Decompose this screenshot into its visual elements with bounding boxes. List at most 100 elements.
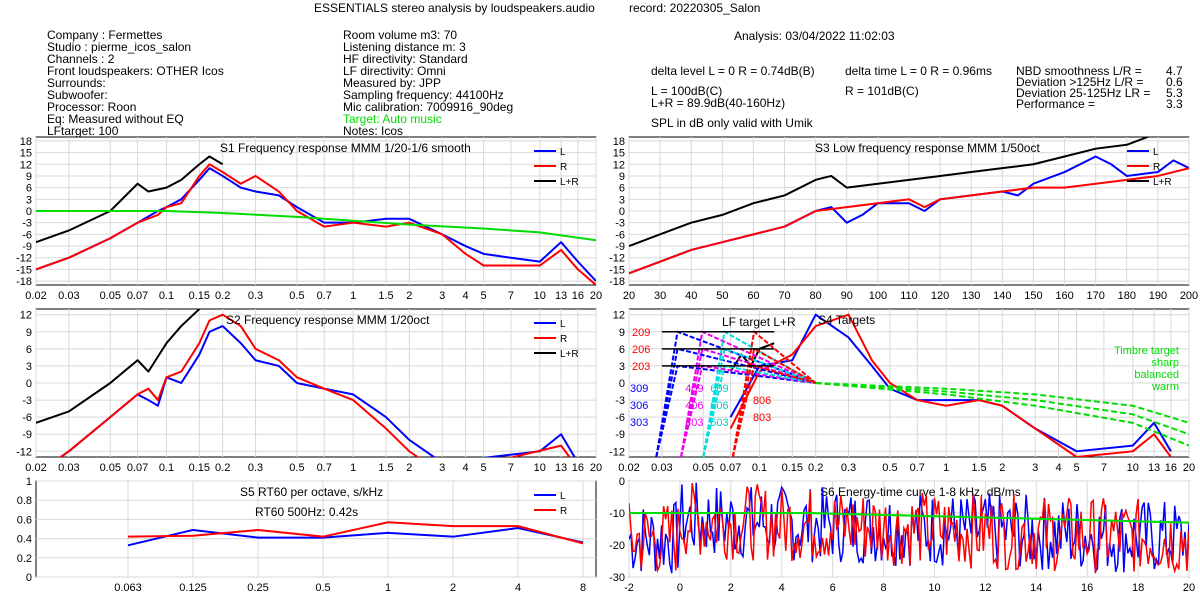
s1-y-tick-label: 18 — [20, 136, 32, 148]
s6-x-tick-label: 14 — [1030, 582, 1042, 594]
s4-label-red-right: 803 — [753, 412, 771, 424]
s1-y-tick-label: -15 — [16, 264, 32, 276]
s2-series-group — [36, 309, 576, 457]
s1-x-tick-label: 13 — [555, 290, 567, 302]
s6-x-tick-label: 12 — [979, 582, 991, 594]
s4-lf-target-line — [655, 347, 816, 458]
s4-y-tick-label: 6 — [619, 344, 625, 356]
metric-value-nbd: 4.7 — [1166, 64, 1183, 78]
s2-x-tick-label: 0.05 — [100, 462, 121, 474]
s1-series-target — [36, 210, 596, 242]
s6-x-tick-label: 4 — [779, 582, 785, 594]
s1-x-tick-label: 1.5 — [378, 290, 393, 302]
s3-x-tick-label: 60 — [747, 290, 759, 302]
metric-value-performance: 3.3 — [1166, 97, 1183, 111]
s1-y-tick-label: -3 — [22, 218, 32, 230]
s4-y-tick-label: 12 — [613, 310, 625, 322]
s4-label-magenta: 406 — [685, 400, 703, 412]
info-measured-by: Measured by: JPP — [343, 76, 442, 90]
s4-lf-target-line — [680, 347, 816, 458]
s1-x-tick-label: 10 — [534, 290, 546, 302]
s3-y-tick-label: 3 — [619, 194, 625, 206]
s3-y-tick-label: -15 — [609, 264, 625, 276]
delta-level: delta level L = 0 R = 0.74dB(B) — [651, 64, 815, 78]
s4-label-red-left: 203 — [632, 361, 650, 373]
s5-title: S5 RT60 per octave, s/kHz — [240, 485, 383, 499]
s5-y-tick-label: 0.4 — [17, 534, 32, 546]
s2-x-tick-label: 0.07 — [127, 462, 148, 474]
level-r: R = 101dB(C) — [845, 84, 919, 98]
s1-x-tick-label: 5 — [481, 290, 487, 302]
s3-x-tick-label: 180 — [1118, 290, 1136, 302]
s4-label-blue: 309 — [630, 383, 648, 395]
s5-y-tick-label: 1 — [26, 476, 32, 488]
s2-x-tick-label: 5 — [481, 462, 487, 474]
info-target: Target: Auto music — [343, 112, 442, 126]
s2-title: S2 Frequency response MMM 1/20oct — [226, 313, 430, 327]
s1-legend-label: R — [560, 162, 567, 173]
s1-x-tick-label: 3 — [439, 290, 445, 302]
s5-x-tick-label: 1 — [385, 582, 391, 594]
info-front: Front loudspeakers: OTHER Icos — [47, 64, 224, 78]
s4-x-tick-label: 20 — [1183, 462, 1195, 474]
s4-x-tick-label: 0.15 — [782, 462, 803, 474]
s3-legend-label: L+R — [1153, 177, 1172, 188]
s2-y-tick-label: 9 — [26, 327, 32, 339]
info-sampling: Sampling frequency: 44100Hz — [343, 88, 504, 102]
s3-y-tick-label: 6 — [619, 183, 625, 195]
s4-x-tick-label: 2 — [999, 462, 1005, 474]
s3-y-tick-label: 18 — [613, 136, 625, 148]
s2-x-tick-label: 1.5 — [378, 462, 393, 474]
spl-note: SPL in dB only valid with Umik — [651, 116, 813, 130]
s2-x-tick-label: 0.02 — [25, 462, 46, 474]
s3-x-tick-label: 90 — [841, 290, 853, 302]
s3-y-tick-label: -18 — [609, 276, 625, 288]
s1-y-tick-label: -6 — [22, 229, 32, 241]
s4-x-tick-label: 0.02 — [618, 462, 639, 474]
s2-y-tick-label: 0 — [26, 378, 32, 390]
s6-x-tick-label: 8 — [880, 582, 886, 594]
level-l: L = 100dB(C) — [651, 84, 723, 98]
s2-x-tick-label: 0.7 — [317, 462, 332, 474]
s3-x-tick-label: 160 — [1055, 290, 1073, 302]
report-title: ESSENTIALS stereo analysis by loudspeake… — [314, 1, 595, 15]
s5-y-tick-label: 0.6 — [17, 514, 32, 526]
delta-time: delta time L = 0 R = 0.96ms — [845, 64, 992, 78]
s1-legend-label: L+R — [560, 177, 579, 188]
s6-etc-trace-r — [629, 483, 1189, 574]
info-processor: Processor: Roon — [47, 100, 137, 114]
s5-y-tick-label: 0 — [26, 572, 32, 584]
s5-y-tick-label: 0.2 — [17, 553, 32, 565]
s4-x-tick-label: 5 — [1074, 462, 1080, 474]
s4-timbre-label: balanced — [1134, 369, 1179, 381]
s4-x-tick-label: 0.07 — [720, 462, 741, 474]
s4-x-tick-label: 0.7 — [910, 462, 925, 474]
s4-series-l — [729, 313, 1172, 453]
s5-x-tick-label: 0.125 — [179, 582, 207, 594]
s4-y-tick-label: 0 — [619, 378, 625, 390]
s4-x-tick-label: 0.5 — [882, 462, 897, 474]
s1-x-tick-label: 2 — [406, 290, 412, 302]
s3-x-tick-label: 130 — [962, 290, 980, 302]
s2-y-tick-label: -6 — [22, 412, 32, 424]
s2-y-tick-label: 3 — [26, 361, 32, 373]
s1-x-tick-label: 0.07 — [127, 290, 148, 302]
s5-frame — [35, 480, 597, 578]
s3-series-r — [629, 167, 1189, 275]
s4-x-tick-label: 16 — [1165, 462, 1177, 474]
s4-x-tick-label: 1 — [943, 462, 949, 474]
s4-y-tick-label: 9 — [619, 327, 625, 339]
s1-x-tick-label: 20 — [590, 290, 602, 302]
s6-y-tick-label: 0 — [619, 476, 625, 488]
s2-y-tick-label: -9 — [22, 429, 32, 441]
s1-x-tick-label: 0.3 — [248, 290, 263, 302]
s4-label-blue: 303 — [630, 417, 648, 429]
info-mic-calibration: Mic calibration: 7009916_90deg — [343, 100, 514, 114]
s6-target-line — [629, 512, 1189, 524]
s2-x-tick-label: 0.3 — [248, 462, 263, 474]
s6-y-tick-label: -10 — [609, 508, 625, 520]
s6-y-tick-label: -20 — [609, 540, 625, 552]
s1-x-tick-label: 0.2 — [215, 290, 230, 302]
s2-x-tick-label: 0.5 — [289, 462, 304, 474]
